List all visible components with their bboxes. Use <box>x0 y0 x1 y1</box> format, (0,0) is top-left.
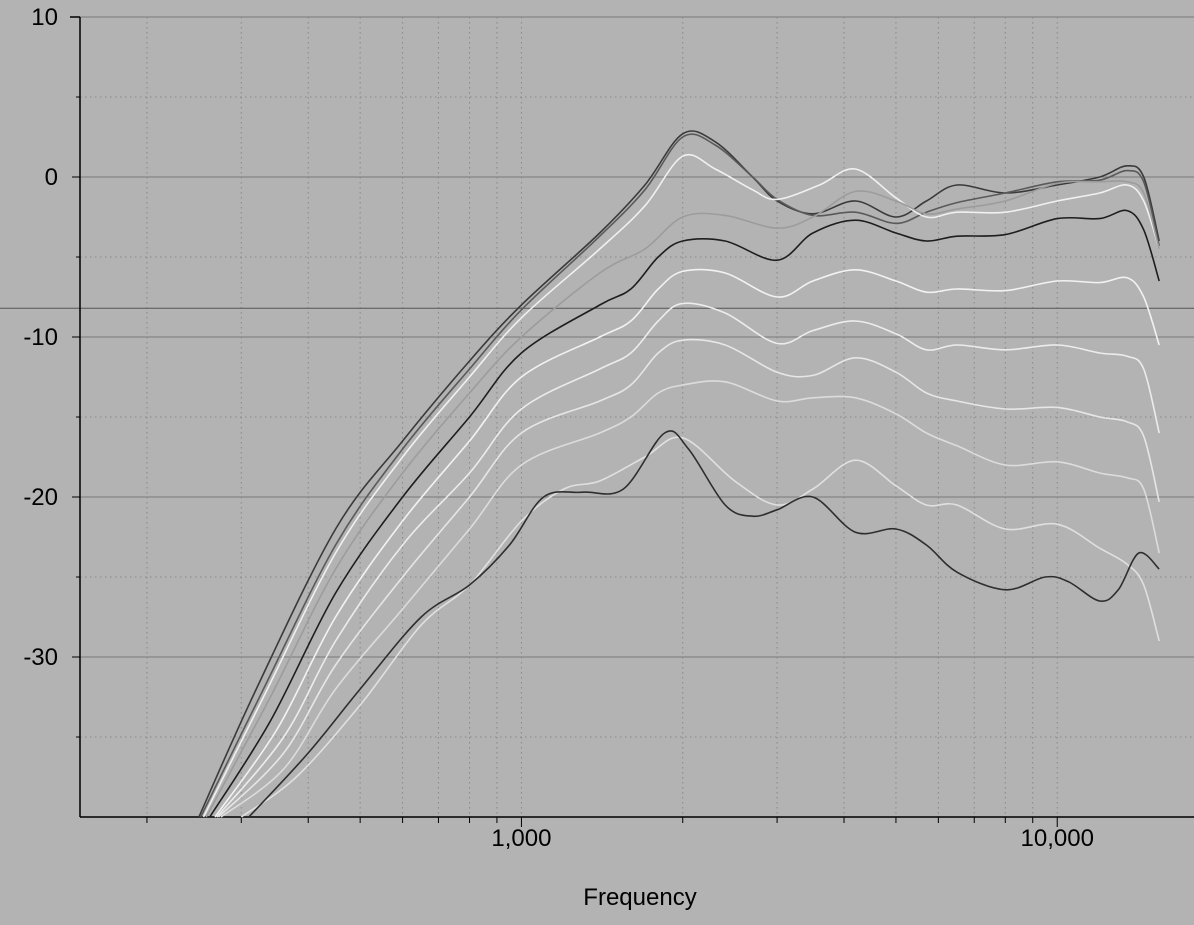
tick-labels: 10 0 -10 -20 -30 1,000 10,000 <box>23 4 1094 852</box>
series-lines <box>198 130 1160 818</box>
series-line-5 <box>209 209 1160 818</box>
y-tick-label: 10 <box>31 4 58 31</box>
x-tick-label: 1,000 <box>491 825 551 852</box>
series-line-11 <box>248 430 1160 818</box>
series-line-4 <box>205 180 1160 818</box>
y-tick-label: -10 <box>23 324 58 351</box>
series-line-8 <box>217 338 1160 818</box>
series-line-1 <box>198 130 1160 818</box>
x-axis-title: Frequency <box>583 884 696 911</box>
y-tick-label: -20 <box>23 484 58 511</box>
grid-lines <box>80 16 1194 817</box>
series-line-3 <box>202 153 1160 818</box>
series-line-6 <box>214 268 1160 818</box>
x-tick-label: 10,000 <box>1021 825 1094 852</box>
series-line-7 <box>216 302 1160 818</box>
axes <box>70 16 1194 827</box>
series-line-2 <box>199 133 1160 818</box>
series-line-9 <box>220 380 1160 818</box>
y-tick-label: -30 <box>23 644 58 671</box>
y-tick-label: 0 <box>45 164 58 191</box>
series-line-10 <box>240 436 1160 818</box>
